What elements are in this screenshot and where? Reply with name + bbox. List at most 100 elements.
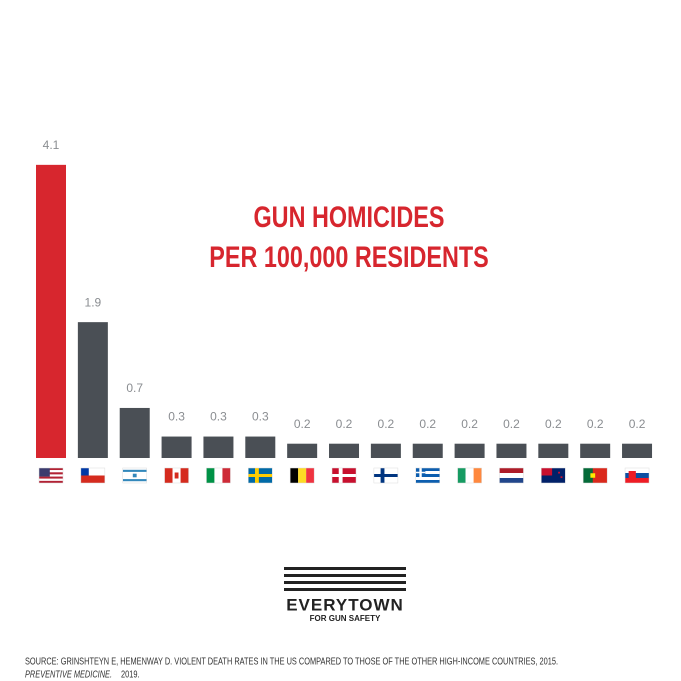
value-label: 1.9: [85, 295, 102, 309]
logo-tagline: FOR GUN SAFETY: [310, 614, 381, 623]
flag: [373, 467, 399, 484]
bar: [119, 407, 150, 458]
flag-border: [373, 467, 399, 484]
flag: [289, 467, 315, 484]
bar: [77, 322, 108, 458]
flag-border: [582, 467, 608, 484]
flag-part: [415, 471, 440, 474]
flag-part: [628, 471, 636, 480]
bar: [412, 443, 443, 458]
flag-part: [457, 468, 466, 483]
bar: [538, 443, 569, 458]
flag-part: [39, 474, 63, 477]
value-label: 0.2: [336, 417, 353, 431]
flag-border: [164, 467, 189, 484]
flag-part: [541, 468, 553, 476]
bar: [454, 443, 485, 458]
bar: [329, 443, 360, 458]
flag-part: [39, 472, 63, 475]
source-journal: PREVENTIVE MEDICINE.: [25, 669, 112, 680]
flag-part: [39, 468, 50, 477]
value-label: 0.2: [629, 417, 646, 431]
value-label: 0.3: [252, 410, 269, 424]
flag-border: [499, 467, 524, 484]
value-label: 0.2: [587, 417, 604, 431]
flag: [541, 467, 566, 484]
flag-part: [122, 469, 147, 472]
flag: [80, 467, 106, 484]
flag-part: [583, 468, 593, 483]
flag-part: [39, 468, 63, 471]
source: SOURCE: GRINSHTEYN E, HEMENWAY D. VIOLEN…: [25, 656, 558, 667]
flag-part: [164, 468, 173, 483]
value-label: 0.2: [545, 417, 562, 431]
flag-part: [39, 476, 63, 479]
flag-part: [80, 468, 89, 476]
flag-part: [415, 474, 440, 477]
flag-part: [39, 478, 63, 481]
flag: [206, 467, 231, 484]
value-label: 0.2: [378, 417, 395, 431]
bar: [287, 443, 318, 458]
value-label: 4.1: [43, 138, 60, 152]
bar: [245, 436, 276, 458]
flag-part: [174, 472, 179, 479]
flag-part: [499, 468, 524, 473]
flag-border: [38, 467, 64, 484]
flag-border: [457, 467, 482, 484]
bar: [161, 436, 192, 458]
flag-part: [415, 477, 440, 480]
flag-part: [290, 468, 299, 483]
flag-part: [558, 471, 561, 474]
flag: [415, 467, 440, 484]
flag-border: [541, 467, 566, 484]
bar: [496, 443, 527, 458]
flag-border: [415, 467, 440, 484]
value-label: 0.2: [294, 417, 311, 431]
flag-part: [298, 468, 307, 483]
value-label: 0.2: [461, 417, 478, 431]
flag: [582, 467, 608, 484]
logo-stripes: [284, 567, 406, 591]
flag-part: [415, 471, 426, 474]
flag-part: [465, 468, 474, 483]
flag: [499, 467, 524, 484]
flag-border: [248, 467, 273, 484]
flag: [38, 467, 64, 484]
flag-part: [625, 473, 650, 478]
value-label: 0.2: [419, 417, 436, 431]
value-label: 0.2: [503, 417, 520, 431]
flag-part: [206, 468, 215, 483]
chart-title: GUN HOMICIDES: [253, 200, 444, 233]
flag-part: [248, 474, 273, 477]
flag-border: [206, 467, 231, 484]
flag-part: [415, 480, 440, 483]
flag-part: [499, 473, 524, 478]
flag-part: [180, 468, 189, 483]
value-label: 0.3: [168, 410, 185, 424]
flag-border: [80, 467, 106, 484]
flag: [122, 467, 147, 484]
bar: [36, 164, 66, 458]
flag-border: [331, 467, 357, 484]
flag-part: [132, 473, 137, 478]
flag: [248, 467, 273, 484]
flag-part: [499, 478, 524, 483]
flag-border: [289, 467, 315, 484]
flag-border: [122, 467, 147, 484]
flag-part: [122, 479, 147, 482]
flag: [331, 467, 357, 484]
flag-part: [415, 468, 440, 471]
flag-part: [625, 478, 650, 483]
logo-name: EVERYTOWN: [286, 595, 404, 614]
flag-part: [222, 468, 231, 483]
chart-title: PER 100,000 RESIDENTS: [209, 240, 489, 273]
flag-part: [39, 480, 63, 483]
flag-part: [332, 474, 357, 477]
flag-part: [306, 468, 315, 483]
flag-part: [590, 473, 596, 478]
flag-part: [625, 468, 650, 473]
bar: [622, 443, 653, 458]
flag-part: [473, 468, 482, 483]
flag-border: [624, 467, 650, 484]
